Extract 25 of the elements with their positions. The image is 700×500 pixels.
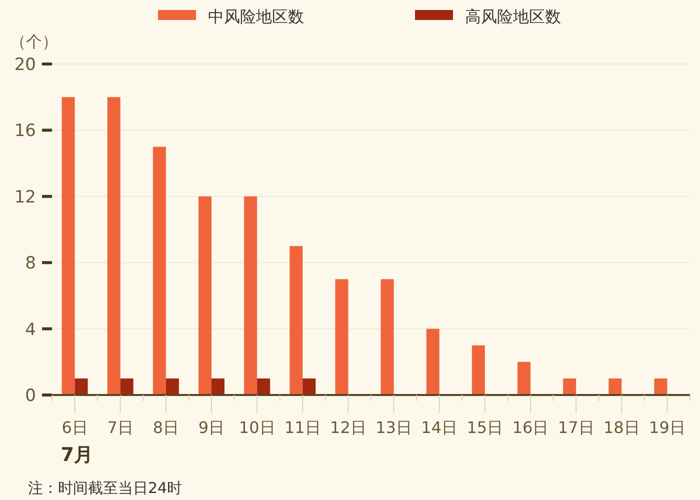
- x-tick-label: 6日: [62, 418, 88, 437]
- x-tick-label: 14日: [421, 418, 458, 437]
- x-tick-label: 13日: [376, 418, 412, 437]
- x-axis-title: 7月: [60, 444, 94, 466]
- y-tick-label: 16: [14, 121, 36, 142]
- x-tick-label: 7日: [107, 418, 134, 437]
- x-tick-label: 12日: [330, 418, 366, 437]
- x-tick-label: 11日: [284, 418, 321, 437]
- y-tick-label: 12: [14, 187, 36, 208]
- y-tick-label: 0: [25, 386, 36, 406]
- x-tick-label: 19日: [649, 418, 686, 437]
- text: 注：时间截至当日24时: [28, 479, 182, 497]
- x-tick-label: 16日: [512, 418, 549, 437]
- x-tick-label: 18日: [603, 418, 640, 437]
- y-tick-label: 4: [25, 320, 36, 340]
- legend-label: 高风险地区数: [465, 7, 561, 26]
- legend-label: 中风险地区数: [208, 7, 304, 26]
- y-axis-title: （个）: [10, 32, 58, 51]
- x-tick-label: 15日: [466, 418, 504, 437]
- x-tick-label: 10日: [238, 418, 276, 437]
- y-tick-label: 8: [25, 254, 36, 274]
- x-tick-label: 8日: [152, 418, 180, 437]
- x-tick-label: 17日: [558, 418, 594, 437]
- x-tick-label: 9日: [198, 418, 225, 437]
- y-tick-label: 20: [14, 55, 36, 75]
